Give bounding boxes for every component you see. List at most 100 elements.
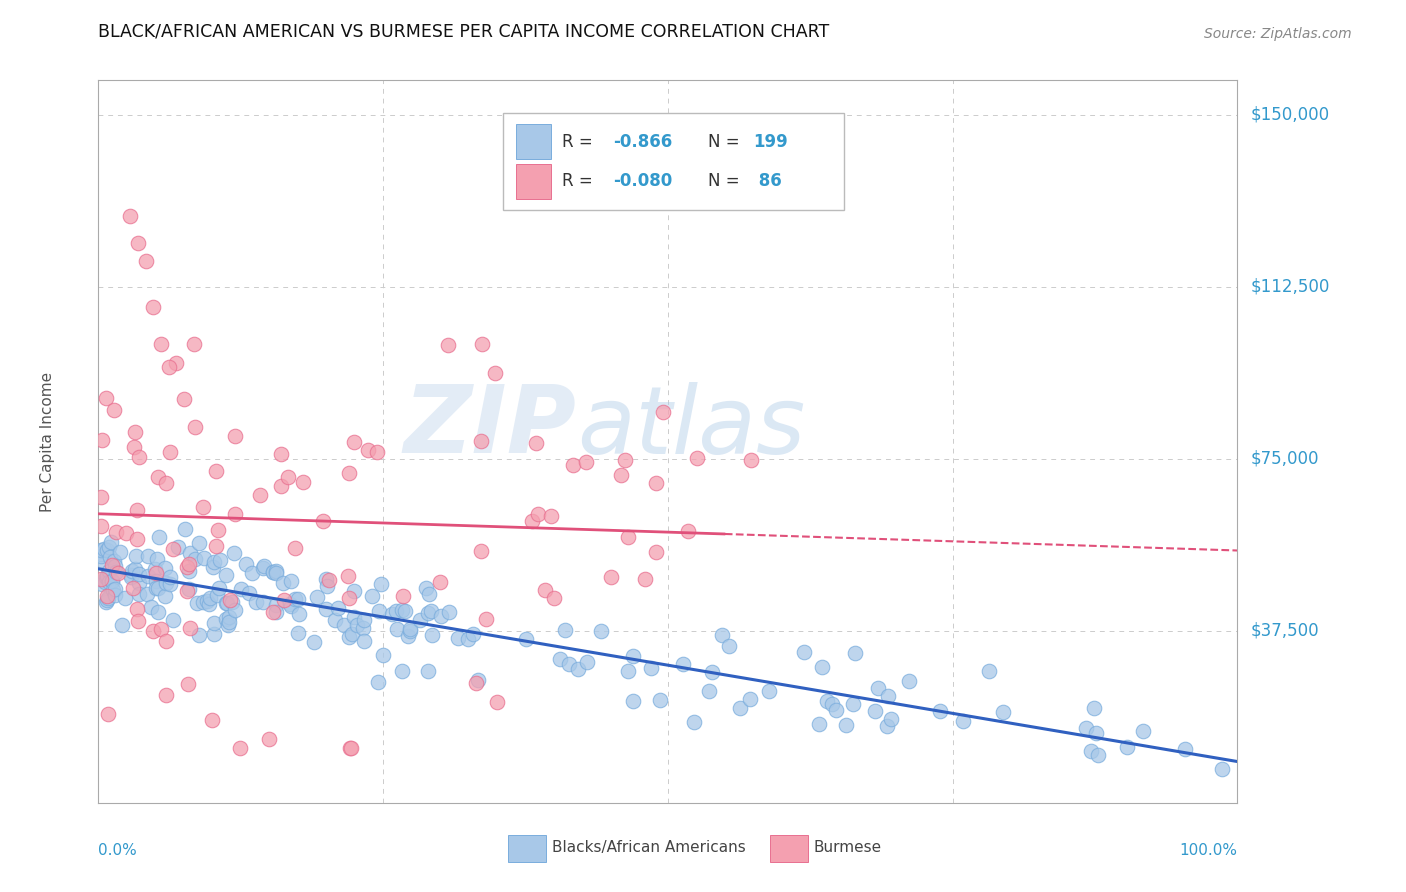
Point bbox=[238, 586, 260, 600]
Point bbox=[811, 660, 834, 674]
Point bbox=[863, 704, 886, 718]
Point bbox=[343, 583, 366, 598]
Point bbox=[155, 476, 177, 491]
Text: BLACK/AFRICAN AMERICAN VS BURMESE PER CAPITA INCOME CORRELATION CHART: BLACK/AFRICAN AMERICAN VS BURMESE PER CA… bbox=[98, 22, 830, 40]
Point bbox=[621, 649, 644, 664]
Point bbox=[515, 632, 537, 646]
Point bbox=[1083, 701, 1105, 715]
Point bbox=[575, 455, 598, 469]
Point bbox=[868, 681, 890, 695]
Point bbox=[740, 453, 762, 467]
Point bbox=[104, 525, 127, 540]
Point bbox=[262, 605, 284, 619]
Point bbox=[101, 574, 124, 588]
Point bbox=[90, 547, 112, 561]
Point bbox=[155, 576, 177, 591]
Point bbox=[697, 683, 720, 698]
Point bbox=[104, 582, 127, 596]
Point bbox=[124, 425, 146, 439]
Point bbox=[201, 560, 224, 574]
Point bbox=[738, 691, 761, 706]
Point bbox=[183, 337, 205, 351]
Point bbox=[337, 466, 360, 480]
Text: N =: N = bbox=[707, 133, 745, 151]
Text: 100.0%: 100.0% bbox=[1180, 843, 1237, 857]
Point bbox=[198, 597, 221, 611]
Point bbox=[540, 508, 562, 523]
Point bbox=[201, 713, 224, 727]
Point bbox=[90, 577, 112, 591]
Point bbox=[90, 490, 112, 504]
Bar bbox=[516, 164, 551, 199]
Point bbox=[177, 558, 200, 572]
Point bbox=[208, 553, 231, 567]
Point bbox=[333, 618, 356, 632]
Point bbox=[686, 451, 709, 466]
Point bbox=[229, 582, 252, 597]
Point bbox=[287, 591, 309, 606]
Point bbox=[470, 544, 492, 558]
Text: atlas: atlas bbox=[576, 382, 806, 473]
Point bbox=[416, 606, 439, 620]
Point bbox=[278, 597, 301, 611]
Point bbox=[270, 447, 292, 461]
Point bbox=[101, 558, 124, 573]
Point bbox=[122, 581, 145, 595]
Point bbox=[96, 543, 118, 558]
Point bbox=[409, 613, 432, 627]
Point bbox=[252, 595, 274, 609]
Point bbox=[96, 392, 118, 406]
Point bbox=[262, 565, 284, 579]
Point bbox=[430, 608, 453, 623]
Point bbox=[446, 631, 468, 645]
Point bbox=[1080, 744, 1102, 758]
Point bbox=[128, 450, 150, 464]
Point bbox=[373, 648, 395, 663]
Point bbox=[90, 543, 112, 558]
Point bbox=[835, 717, 858, 731]
Point bbox=[821, 697, 844, 711]
Point bbox=[96, 592, 118, 607]
Point bbox=[437, 606, 460, 620]
Point bbox=[177, 582, 200, 596]
Point bbox=[128, 587, 150, 601]
Point bbox=[218, 609, 240, 624]
Point bbox=[153, 561, 176, 575]
Point bbox=[394, 604, 416, 618]
Point bbox=[576, 655, 599, 669]
Text: $75,000: $75,000 bbox=[1251, 450, 1319, 467]
Point bbox=[145, 574, 167, 589]
Point bbox=[128, 566, 150, 581]
Point bbox=[125, 503, 148, 517]
Point bbox=[125, 549, 148, 564]
Point bbox=[97, 707, 120, 722]
Point bbox=[103, 554, 125, 568]
Point bbox=[464, 676, 486, 690]
Point bbox=[415, 581, 437, 595]
Bar bbox=[516, 124, 551, 159]
Point bbox=[205, 539, 228, 553]
Text: N =: N = bbox=[707, 172, 745, 190]
Bar bbox=[770, 835, 808, 862]
Point bbox=[1132, 724, 1154, 739]
Point bbox=[315, 602, 337, 616]
Point bbox=[127, 614, 149, 628]
Point bbox=[173, 392, 195, 406]
Point bbox=[114, 525, 136, 540]
Point bbox=[142, 624, 165, 638]
Point bbox=[104, 559, 127, 574]
Point bbox=[205, 589, 228, 603]
Point bbox=[235, 558, 257, 572]
Point bbox=[262, 566, 284, 580]
Point bbox=[184, 552, 207, 566]
Point bbox=[259, 731, 281, 746]
Point bbox=[96, 589, 118, 603]
Point bbox=[127, 236, 149, 251]
Point bbox=[1211, 762, 1233, 776]
Point bbox=[385, 622, 408, 636]
Point bbox=[600, 570, 623, 584]
Point bbox=[240, 566, 263, 580]
Text: Source: ZipAtlas.com: Source: ZipAtlas.com bbox=[1204, 27, 1351, 40]
Point bbox=[1074, 721, 1097, 735]
Point bbox=[155, 688, 177, 702]
